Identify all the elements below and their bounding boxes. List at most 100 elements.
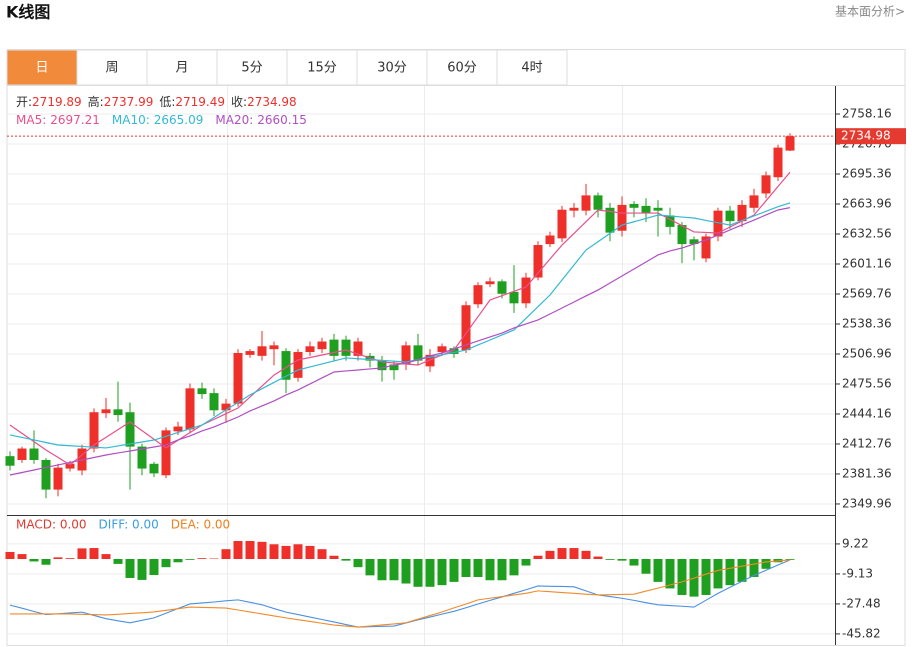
candle-body: [113, 409, 123, 416]
tab-label[interactable]: 4时: [521, 61, 542, 76]
candle-body: [17, 448, 27, 460]
macd-bar: [617, 559, 627, 561]
macd-bar: [161, 559, 171, 568]
ohlc-label: 开:: [16, 95, 32, 109]
macd-bar: [149, 559, 159, 576]
y-tick-label: -45.82: [842, 626, 881, 640]
candle-body: [605, 207, 615, 233]
macd-bar: [137, 559, 147, 580]
tab-label[interactable]: 30分: [377, 61, 407, 76]
macd-bar: [221, 549, 231, 560]
candle-body: [545, 235, 555, 245]
candle-body: [125, 412, 135, 447]
tab-label[interactable]: 15分: [307, 61, 337, 76]
y-tick-label: -27.48: [842, 596, 881, 610]
y-tick-label: 2349.96: [842, 496, 892, 510]
macd-bar: [233, 541, 243, 560]
candle-body: [617, 204, 627, 231]
macd-bar: [677, 559, 687, 595]
macd-bar: [425, 559, 435, 587]
macd-bar: [173, 559, 183, 563]
tab[interactable]: [6, 49, 78, 86]
ma-line: [9, 207, 791, 476]
tab-label[interactable]: 60分: [447, 61, 477, 76]
analysis-link[interactable]: 基本面分析>: [835, 5, 905, 19]
macd-bar: [785, 559, 795, 560]
tab[interactable]: [286, 49, 358, 86]
candle-body: [653, 207, 663, 211]
tab[interactable]: [426, 49, 498, 86]
macd-bar: [389, 559, 399, 581]
candle-body: [185, 388, 195, 430]
tab[interactable]: [216, 49, 288, 86]
candle-body: [737, 204, 747, 222]
y-tick-label: 2663.96: [842, 197, 892, 211]
tab-label[interactable]: 日: [35, 61, 48, 76]
tab-label[interactable]: 月: [175, 61, 188, 76]
macd-bar: [53, 557, 63, 560]
candle-body: [89, 412, 99, 449]
macd-readout: MACD: 0.00: [16, 518, 87, 532]
macd-bar: [653, 559, 663, 582]
macd-bar: [281, 545, 291, 560]
y-tick-label: 2569.76: [842, 286, 892, 300]
tab[interactable]: [146, 49, 218, 86]
macd-bar: [413, 559, 423, 587]
macd-bar: [521, 559, 531, 566]
macd-bar: [185, 559, 195, 560]
macd-bar: [449, 559, 459, 582]
candle-body: [461, 305, 471, 351]
candle-body: [65, 463, 75, 469]
macd-bar: [557, 548, 567, 560]
macd-bar: [245, 541, 255, 560]
last-price-label: 2734.98: [841, 129, 891, 143]
candle-body: [5, 456, 15, 466]
ma-name: MA10:: [112, 113, 150, 127]
candle-body: [701, 236, 711, 259]
y-tick-label: 2506.96: [842, 346, 892, 360]
candle-body: [197, 388, 207, 395]
candle-body: [329, 339, 339, 356]
macd-bar: [89, 548, 99, 560]
macd-bar: [401, 559, 411, 584]
candle-body: [221, 403, 231, 411]
candle-body: [281, 351, 291, 380]
candle-body: [173, 426, 183, 432]
candle-body: [413, 345, 423, 361]
candle-body: [509, 291, 519, 304]
ohlc-value: 2737.99: [104, 95, 154, 109]
tab-label[interactable]: 周: [105, 61, 118, 76]
ma-line: [9, 202, 791, 449]
candle-body: [449, 348, 459, 354]
macd-bar: [737, 559, 747, 582]
macd-bar: [77, 548, 87, 560]
candle-body: [425, 354, 435, 367]
candle-body: [689, 239, 699, 245]
candle-body: [53, 467, 63, 490]
tab-label[interactable]: 5分: [241, 61, 262, 76]
candle-body: [377, 360, 387, 371]
macd-bar: [509, 559, 519, 576]
tab[interactable]: [496, 49, 568, 86]
tab[interactable]: [76, 49, 148, 86]
candle-body: [749, 195, 759, 208]
macd-bar: [701, 559, 711, 595]
macd-bar: [41, 559, 51, 565]
candle-body: [557, 209, 567, 239]
candle-body: [677, 224, 687, 245]
ma-value: 2697.21: [50, 113, 100, 127]
macd-bar: [65, 558, 75, 560]
y-tick-label: 2758.16: [842, 107, 892, 121]
candle-body: [533, 245, 543, 278]
candle-body: [761, 175, 771, 194]
candle-body: [233, 352, 243, 404]
macd-line: [9, 559, 791, 628]
ohlc-label: 低:: [159, 95, 175, 109]
candle-body: [593, 195, 603, 210]
macd-bar: [317, 549, 327, 560]
candle-body: [725, 210, 735, 222]
candle-body: [497, 281, 507, 294]
candle-body: [665, 215, 675, 227]
macd-bar: [761, 559, 771, 569]
y-tick-label: 2538.36: [842, 316, 892, 330]
